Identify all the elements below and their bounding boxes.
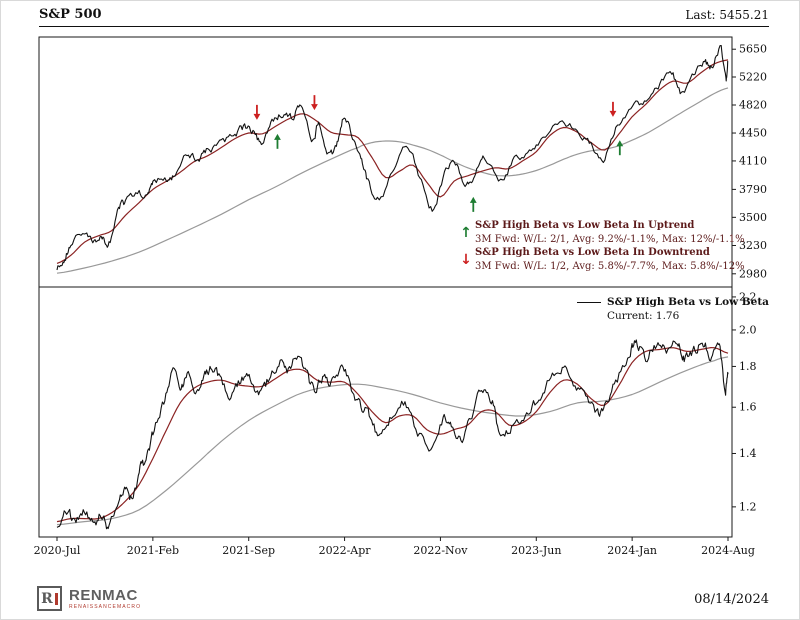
page-title: S&P 500	[39, 7, 102, 22]
x-tick-label: 2024-Jan	[607, 544, 657, 557]
y-tick-label: 1.6	[739, 401, 757, 414]
beta-ratio-line	[56, 339, 729, 530]
logo-red-bar-icon	[54, 592, 58, 605]
uptrend-signal-arrow-icon	[469, 196, 477, 212]
ratio-current-value: Current: 1.76	[607, 310, 680, 322]
ratio-legend: S&P High Beta vs Low Beta Current: 1.76	[577, 295, 769, 323]
ratio-ma-fast-line	[56, 347, 729, 523]
black-line-sample-icon	[577, 301, 601, 303]
x-tick-label: 2020-Jul	[34, 544, 81, 557]
x-tick-label: 2022-Apr	[319, 544, 372, 557]
x-tick-label: 2024-Aug	[701, 544, 755, 557]
y-tick-label: 1.2	[739, 500, 757, 513]
logo-name: RENMAC	[69, 586, 138, 604]
downtrend-legend-group: ↓ S&P High Beta vs Low Beta In Downtrend…	[457, 246, 745, 273]
price-and-ratio-chart: 2980 3230 3500 3790 4110 4450 4820 5220 5650 1.2 1…	[34, 36, 767, 557]
chart-header: S&P 500 Last: 5455.21	[39, 7, 769, 27]
y-tick-label: 5220	[739, 71, 767, 84]
ratio-legend-title: S&P High Beta vs Low Beta	[607, 296, 769, 308]
y-tick-label: 5650	[739, 43, 767, 56]
downtrend-legend-title: S&P High Beta vs Low Beta In Downtrend	[475, 247, 710, 258]
bottom-panel-series	[56, 339, 729, 530]
renmac-logo: R RENMAC RENAISSANCEMACRO	[37, 586, 141, 611]
up-arrow-icon: ↑	[460, 224, 472, 241]
downtrend-signal-arrow-icon	[311, 95, 318, 111]
renmac-logo-icon: R	[37, 586, 62, 611]
uptrend-signal-arrow-icon	[274, 133, 281, 149]
panel-border	[38, 286, 733, 538]
y-tick-label: 2.0	[739, 323, 757, 336]
ratio-legend-row: S&P High Beta vs Low Beta	[577, 295, 769, 309]
y-tick-label: 3500	[739, 211, 767, 224]
y-tick-label: 1.4	[739, 447, 757, 460]
x-tick-label: 2021-Sep	[222, 544, 275, 557]
y-tick-label: 3790	[739, 183, 767, 196]
sp500-price-line	[56, 44, 729, 271]
last-value-label: Last: 5455.21	[685, 8, 769, 22]
y-tick-label: 4820	[739, 98, 767, 111]
downtrend-signal-arrow-icon	[609, 101, 617, 117]
logo-letter: R	[41, 590, 53, 607]
uptrend-legend-stats: 3M Fwd: W/L: 2/1, Avg: 9.2%/-1.1%, Max: …	[475, 233, 745, 245]
down-arrow-icon: ↓	[460, 251, 472, 268]
y-tick-label: 2980	[739, 267, 767, 280]
logo-text: RENMAC RENAISSANCEMACRO	[69, 588, 141, 610]
downtrend-legend-text: S&P High Beta vs Low Beta In Downtrend 3…	[475, 246, 745, 273]
sp500-ma-slow-line	[56, 87, 729, 274]
ratio-ma-slow-line	[56, 356, 729, 526]
downtrend-legend-stats: 3M Fwd: W/L: 1/2, Avg: 5.8%/-7.7%, Max: …	[475, 260, 745, 272]
top-panel-series	[56, 44, 729, 274]
downtrend-signal-arrow-icon	[253, 104, 261, 120]
y-tick-label: 4450	[739, 127, 767, 140]
uptrend-signal-arrow-icon	[616, 140, 624, 156]
x-tick-label: 2021-Feb	[127, 544, 179, 557]
x-tick-label: 2023-Jun	[511, 544, 561, 557]
y-tick-label: 4110	[739, 154, 767, 167]
x-tick-label: 2022-Nov	[413, 544, 468, 557]
report-date: 08/14/2024	[694, 592, 769, 607]
y-tick-label: 2.2	[739, 290, 757, 303]
uptrend-legend-group: ↑ S&P High Beta vs Low Beta In Uptrend 3…	[457, 219, 745, 246]
uptrend-legend-title: S&P High Beta vs Low Beta In Uptrend	[475, 220, 695, 231]
uptrend-legend-text: S&P High Beta vs Low Beta In Uptrend 3M …	[475, 219, 745, 246]
y-tick-label: 3230	[739, 239, 767, 252]
y-tick-label: 1.8	[739, 360, 757, 373]
logo-subtitle: RENAISSANCEMACRO	[69, 603, 142, 610]
signal-legend: ↑ S&P High Beta vs Low Beta In Uptrend 3…	[457, 219, 745, 273]
